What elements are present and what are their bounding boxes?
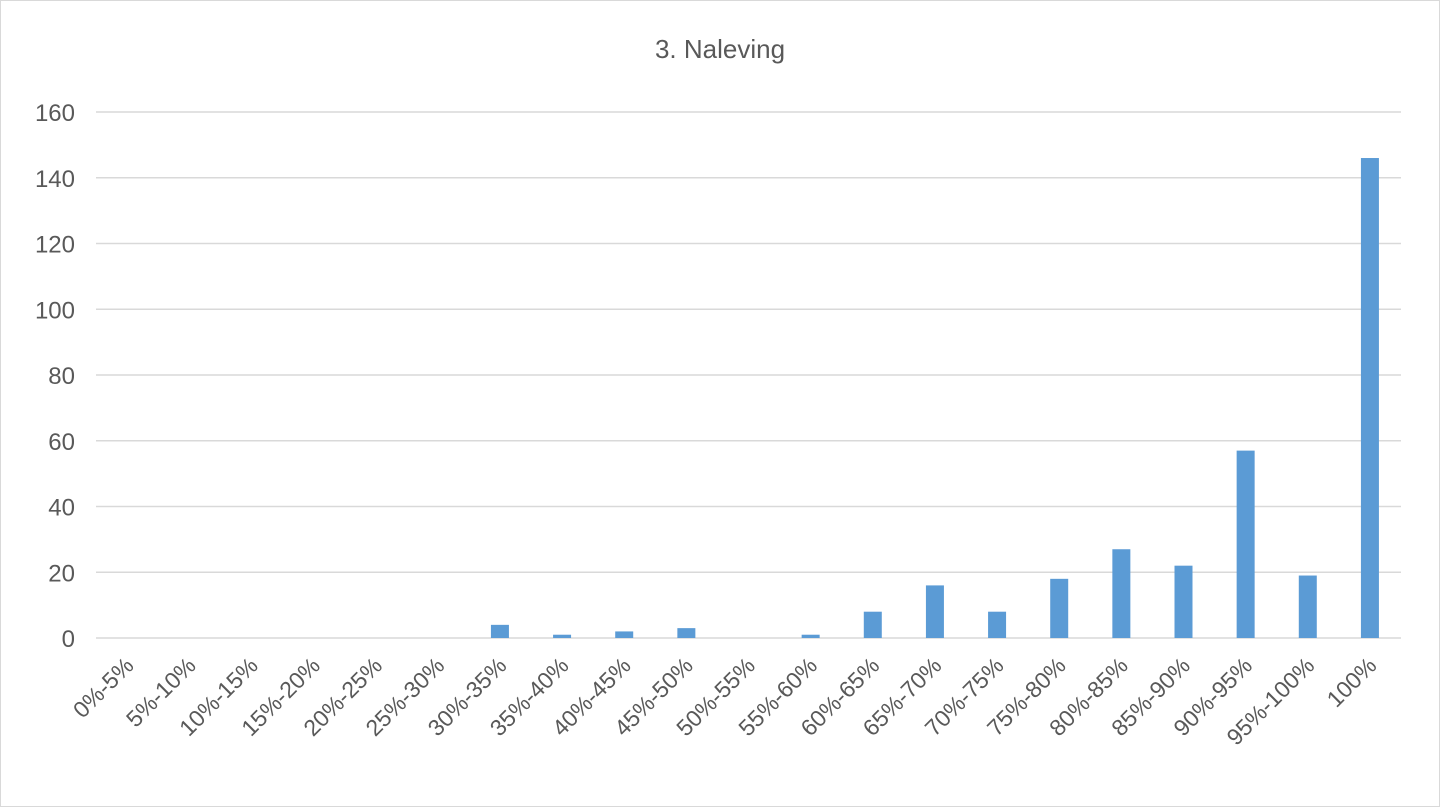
bar (863, 611, 882, 638)
bar (801, 634, 820, 638)
y-tick-label: 20 (48, 560, 75, 587)
y-tick-label: 160 (35, 100, 75, 127)
x-tick-label: 100% (1321, 652, 1381, 712)
gridlines (96, 111, 1401, 639)
y-tick-label: 40 (48, 495, 75, 522)
bar (677, 628, 696, 638)
y-tick-label: 60 (48, 429, 75, 456)
bar (1360, 158, 1379, 638)
y-axis-ticks: 0 20 40 60 80 100 120 140 160 (35, 100, 75, 653)
bar (1050, 578, 1069, 638)
x-axis-labels: 0%-5%5%-10%10%-15%15%-20%20%-25%25%-30%3… (68, 652, 1382, 750)
bar (1298, 575, 1317, 638)
y-tick-label: 100 (35, 297, 75, 324)
chart-title: 3. Naleving (655, 34, 785, 64)
bars (490, 158, 1379, 638)
bar (988, 611, 1007, 638)
bar (615, 631, 634, 638)
y-tick-label: 80 (48, 363, 75, 390)
bar (1174, 565, 1193, 638)
y-tick-label: 140 (35, 166, 75, 193)
bar (1112, 549, 1131, 638)
bar (925, 585, 944, 638)
bar (1236, 450, 1255, 638)
bar (490, 624, 509, 638)
bar (553, 634, 572, 638)
y-tick-label: 0 (62, 626, 75, 653)
y-tick-label: 120 (35, 232, 75, 259)
